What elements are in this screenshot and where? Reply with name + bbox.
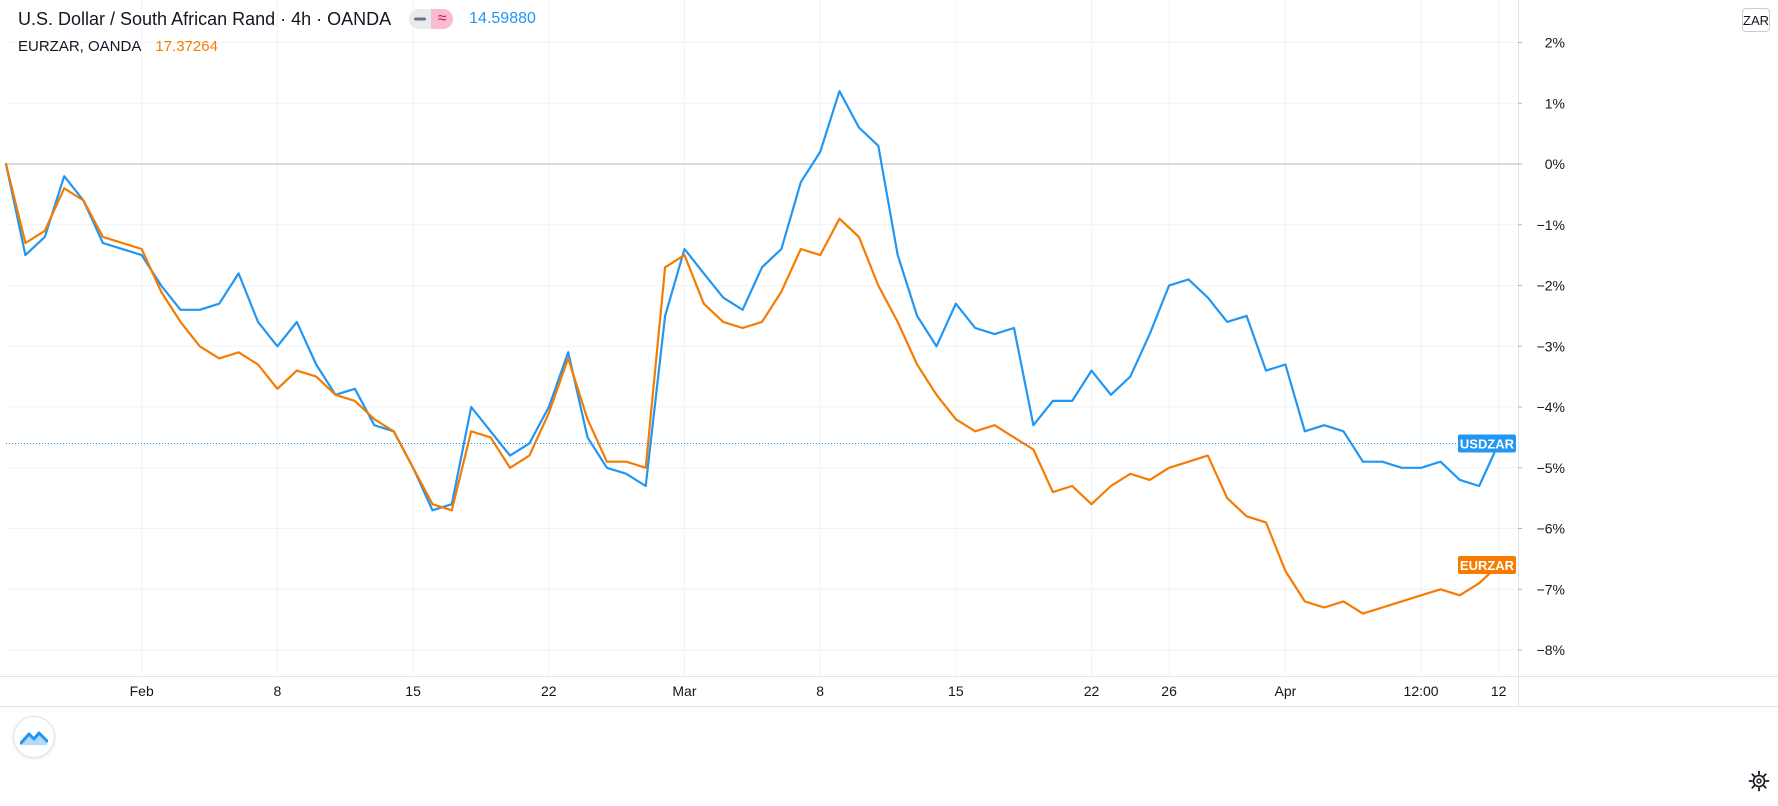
x-tick-label: 12:00 xyxy=(1404,683,1439,699)
y-tick-label: 2% xyxy=(1545,35,1565,51)
y-tick-label: −5% xyxy=(1537,460,1565,476)
y-tick-label: 0% xyxy=(1545,156,1565,172)
y-tick-label: −1% xyxy=(1537,217,1565,233)
minus-icon xyxy=(414,17,427,21)
x-tick-label: Mar xyxy=(672,683,696,699)
x-tick-label: 22 xyxy=(541,683,557,699)
legend: U.S. Dollar / South African Rand · 4h · … xyxy=(18,8,536,64)
last-value-badge-usdzar xyxy=(1458,434,1516,453)
legend-controls: ≈ xyxy=(409,9,454,29)
gear-icon xyxy=(1748,770,1770,792)
x-tick-label: 22 xyxy=(1084,683,1100,699)
y-tick-label: −6% xyxy=(1537,521,1565,537)
y-tick-label: −3% xyxy=(1537,338,1565,354)
y-tick-label: −4% xyxy=(1537,399,1565,415)
compare-toggle-button[interactable]: ≈ xyxy=(431,9,454,29)
last-value-label-eurzar: EURZAR xyxy=(1460,558,1515,573)
legend-main: U.S. Dollar / South African Rand · 4h · … xyxy=(18,8,536,30)
y-tick-label: −8% xyxy=(1537,642,1565,658)
x-tick-label: Feb xyxy=(130,683,154,699)
legend-compare: EURZAR, OANDA 17.37264 xyxy=(18,36,536,58)
tradingview-logo-button[interactable] xyxy=(14,717,54,757)
last-value-badge-eurzar xyxy=(1458,555,1516,574)
x-tick-label: 8 xyxy=(816,683,824,699)
x-tick-label: 26 xyxy=(1161,683,1177,699)
series-group xyxy=(4,90,1500,615)
series-line-usdzar[interactable] xyxy=(4,90,1500,512)
approx-icon: ≈ xyxy=(437,10,447,27)
x-tick-label: 15 xyxy=(405,683,421,699)
main-symbol-title[interactable]: U.S. Dollar / South African Rand · 4h · … xyxy=(18,9,392,29)
x-tick-label: 12 xyxy=(1491,683,1507,699)
currency-button[interactable]: ZAR xyxy=(1742,8,1770,32)
compare-symbol[interactable]: EURZAR, OANDA xyxy=(18,38,142,55)
y-tick-label: 1% xyxy=(1545,95,1565,111)
x-tick-label: 8 xyxy=(273,683,281,699)
x-tick-label: Apr xyxy=(1274,683,1296,699)
series-line-eurzar[interactable] xyxy=(4,162,1500,615)
hide-button[interactable] xyxy=(409,9,432,29)
chart-settings-button[interactable] xyxy=(1748,770,1770,792)
last-value-label-usdzar: USDZAR xyxy=(1460,436,1515,451)
y-tick-label: −7% xyxy=(1537,581,1565,597)
main-price: 14.59880 xyxy=(469,10,536,27)
y-tick-label: −2% xyxy=(1537,278,1565,294)
compare-price: 17.37264 xyxy=(155,38,218,55)
x-tick-label: 15 xyxy=(948,683,964,699)
tradingview-logo-icon xyxy=(20,731,48,745)
